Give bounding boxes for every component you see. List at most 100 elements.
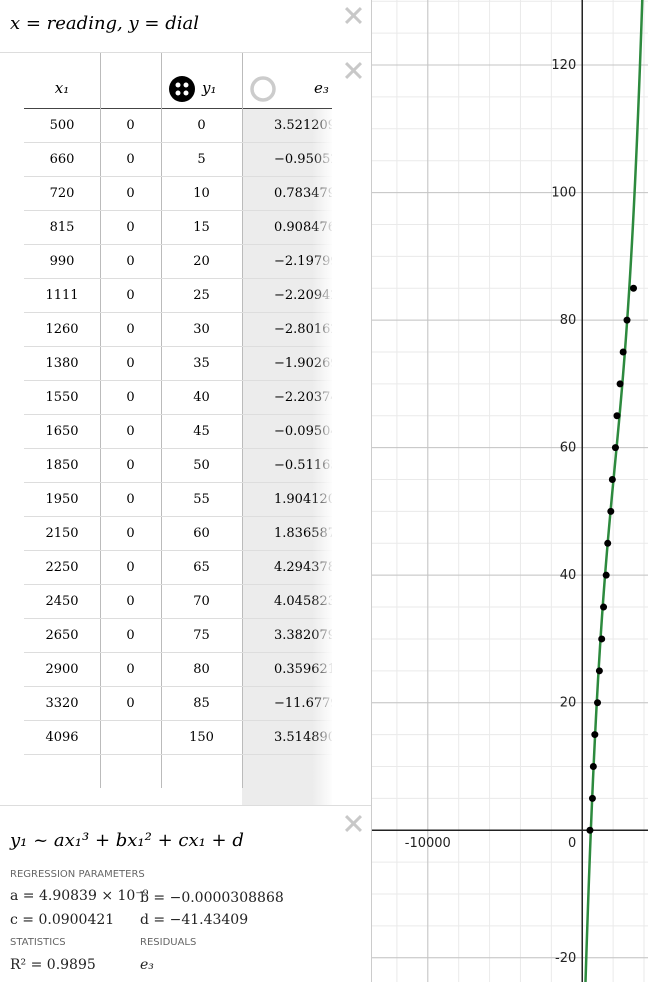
cell-y1[interactable]: 40 — [193, 390, 210, 405]
cell-x1[interactable]: 2900 — [45, 662, 79, 677]
cell-x1[interactable]: 4096 — [45, 730, 79, 745]
close-button[interactable] — [344, 6, 362, 24]
cell-y1[interactable]: 70 — [193, 594, 210, 609]
row-divider — [24, 210, 332, 211]
cell-x1[interactable]: 1260 — [45, 322, 79, 337]
cell-y1[interactable]: 75 — [193, 628, 210, 643]
cell-x1[interactable]: 1111 — [45, 288, 79, 303]
data-point — [589, 762, 597, 770]
cell-col2[interactable]: 0 — [126, 288, 135, 303]
cell-y1[interactable]: 20 — [193, 254, 210, 269]
cell-y1[interactable]: 0 — [197, 118, 206, 133]
cell-col2[interactable]: 0 — [126, 254, 135, 269]
cell-y1[interactable]: 55 — [193, 492, 210, 507]
data-point — [630, 284, 638, 292]
cell-col2[interactable]: 0 — [126, 560, 135, 575]
cell-x1[interactable]: 990 — [49, 254, 75, 269]
hidden-style-icon[interactable] — [250, 75, 278, 103]
cell-col2[interactable]: 0 — [126, 424, 135, 439]
cell-y1[interactable]: 10 — [193, 186, 210, 201]
cell-col2[interactable]: 0 — [126, 118, 135, 133]
regression-curve — [584, 0, 644, 982]
cell-x1[interactable]: 2150 — [45, 526, 79, 541]
data-point — [616, 380, 624, 388]
r-squared: R² = 0.9895 — [10, 957, 96, 973]
cell-x1[interactable]: 2450 — [45, 594, 79, 609]
row-divider — [24, 584, 332, 585]
cell-col2[interactable]: 0 — [126, 220, 135, 235]
data-point — [613, 412, 621, 420]
cell-y1[interactable]: 80 — [193, 662, 210, 677]
cell-col2[interactable]: 0 — [126, 356, 135, 371]
cell-x1[interactable]: 1550 — [45, 390, 79, 405]
cell-y1[interactable]: 150 — [189, 730, 214, 745]
cell-x1[interactable]: 815 — [49, 220, 75, 235]
cell-y1[interactable]: 35 — [193, 356, 210, 371]
regression-panel: y₁ ~ ax₁³ + bx₁² + cx₁ + d REGRESSION PA… — [0, 806, 371, 982]
row-divider — [24, 414, 332, 415]
data-point — [594, 699, 602, 707]
close-button[interactable] — [344, 814, 362, 832]
data-point — [595, 667, 603, 675]
cell-x1[interactable]: 1950 — [45, 492, 79, 507]
cell-y1[interactable]: 45 — [193, 424, 210, 439]
row-divider — [24, 312, 332, 313]
cell-x1[interactable]: 1850 — [45, 458, 79, 473]
cell-x1[interactable]: 1650 — [45, 424, 79, 439]
y-tick-label: 60 — [560, 441, 577, 456]
row-divider — [24, 720, 332, 721]
fade — [312, 109, 334, 805]
expression-row[interactable]: x = reading, y = dial — [0, 0, 371, 53]
cell-x1[interactable]: 720 — [49, 186, 75, 201]
cell-y1[interactable]: 5 — [197, 152, 206, 167]
cell-y1[interactable]: 30 — [193, 322, 210, 337]
cell-col2[interactable]: 0 — [126, 322, 135, 337]
y-tick-label: 40 — [560, 568, 577, 583]
cell-x1[interactable]: 1380 — [45, 356, 79, 371]
row-divider — [24, 244, 332, 245]
cell-x1[interactable]: 2650 — [45, 628, 79, 643]
cell-y1[interactable]: 50 — [193, 458, 210, 473]
cell-x1[interactable]: 2250 — [45, 560, 79, 575]
row-divider — [24, 516, 332, 517]
cell-col2[interactable]: 0 — [126, 662, 135, 677]
cell-col2[interactable]: 0 — [126, 526, 135, 541]
row-divider — [24, 380, 332, 381]
cell-y1[interactable]: 15 — [193, 220, 210, 235]
data-point — [588, 794, 596, 802]
cell-col2[interactable]: 0 — [126, 594, 135, 609]
residuals-variable[interactable]: e₃ — [140, 957, 154, 973]
cell-x1[interactable]: 500 — [49, 118, 75, 133]
y-tick-label: 20 — [560, 696, 577, 711]
cell-col2[interactable]: 0 — [126, 186, 135, 201]
row-divider — [24, 278, 332, 279]
cell-y1[interactable]: 60 — [193, 526, 210, 541]
cell-col2[interactable]: 0 — [126, 458, 135, 473]
cell-col2[interactable]: 0 — [126, 390, 135, 405]
column-e3-header: e₃ — [314, 79, 329, 97]
param-c: c = 0.0900421 — [10, 912, 115, 928]
close-button[interactable] — [344, 61, 362, 79]
cell-col2[interactable]: 0 — [126, 628, 135, 643]
cell-y1[interactable]: 25 — [193, 288, 210, 303]
row-divider — [24, 142, 332, 143]
cell-x1[interactable]: 3320 — [45, 696, 79, 711]
row-divider — [24, 448, 332, 449]
row-divider — [24, 482, 332, 483]
point-style-icon[interactable] — [168, 75, 196, 103]
data-point — [586, 826, 594, 834]
cell-col2[interactable]: 0 — [126, 152, 135, 167]
cell-col2[interactable]: 0 — [126, 696, 135, 711]
cell-col2[interactable]: 0 — [126, 492, 135, 507]
cell-x1[interactable]: 660 — [49, 152, 75, 167]
data-point — [619, 348, 627, 356]
x-tick-label: 0 — [568, 836, 576, 851]
header-line — [24, 108, 332, 109]
row-divider — [24, 176, 332, 177]
column-divider — [100, 53, 101, 788]
graph-paper[interactable]: -10000 0 -20 20 40 60 80 100 120 — [372, 0, 648, 982]
regression-formula: y₁ ~ ax₁³ + bx₁² + cx₁ + d — [10, 830, 244, 851]
cell-y1[interactable]: 85 — [193, 696, 210, 711]
cell-y1[interactable]: 65 — [193, 560, 210, 575]
